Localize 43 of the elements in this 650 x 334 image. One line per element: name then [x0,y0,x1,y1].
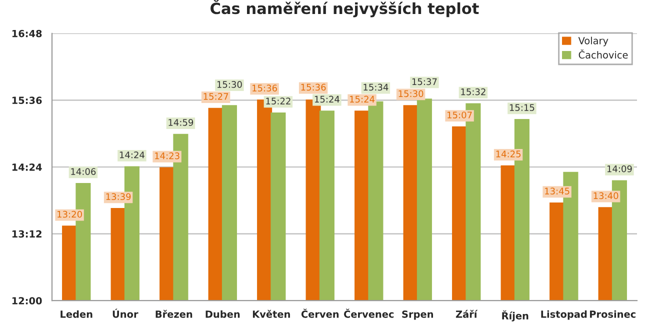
y-tick-label: 12:00 [12,297,42,304]
x-tick-label: Listopad [541,310,587,320]
x-tick-label: Červen [301,308,339,318]
x-tick-label: Říjen [502,310,528,322]
data-label: 15:30 [398,90,424,98]
x-tick-label: Srpen [402,310,433,320]
data-label: 15:36 [301,84,326,91]
data-label: 14:25 [496,150,521,158]
chart-title: Čas naměření nejvyšších teplot [210,0,479,18]
data-label: 15:37 [412,78,437,86]
data-label: 14:09 [607,165,632,172]
data-label: 15:15 [510,104,534,111]
data-label: 13:39 [106,193,131,200]
x-tick-label: Květen [252,310,290,318]
data-label: 15:27 [204,93,228,100]
data-label: 15:34 [364,84,388,91]
data-label: 15:30 [217,81,242,88]
y-tick-label: 13:12 [12,230,42,238]
data-label: 15:24 [314,96,340,103]
x-tick-label: Červenec [344,308,394,318]
x-tick-label: Září [456,310,478,318]
data-label: 13:40 [594,192,618,200]
y-tick-label: 14:24 [12,163,42,171]
data-label: 13:45 [545,188,570,194]
x-tick-label: Únor [112,308,138,318]
legend-label: Čachovice [578,49,628,59]
x-tick-label: Prosinec [590,310,636,318]
data-label: 15:22 [266,98,290,104]
data-label: 15:32 [461,88,486,96]
y-tick-label: 15:36 [12,96,42,104]
y-tick-label: 16:48 [12,30,42,38]
data-label: 15:36 [252,84,277,92]
x-tick-label: Leden [60,310,92,318]
x-tick-label: Březen [156,310,192,318]
data-label: 15:24 [350,96,375,103]
data-label: 14:59 [168,119,194,126]
data-label: 13:20 [58,210,82,218]
data-label: 14:23 [155,152,180,160]
data-label: 14:06 [71,168,96,176]
legend-label: Volary [578,36,608,46]
x-tick-label: Duben [206,310,240,318]
data-label: 14:24 [120,151,144,158]
data-label: 15:07 [448,112,472,118]
